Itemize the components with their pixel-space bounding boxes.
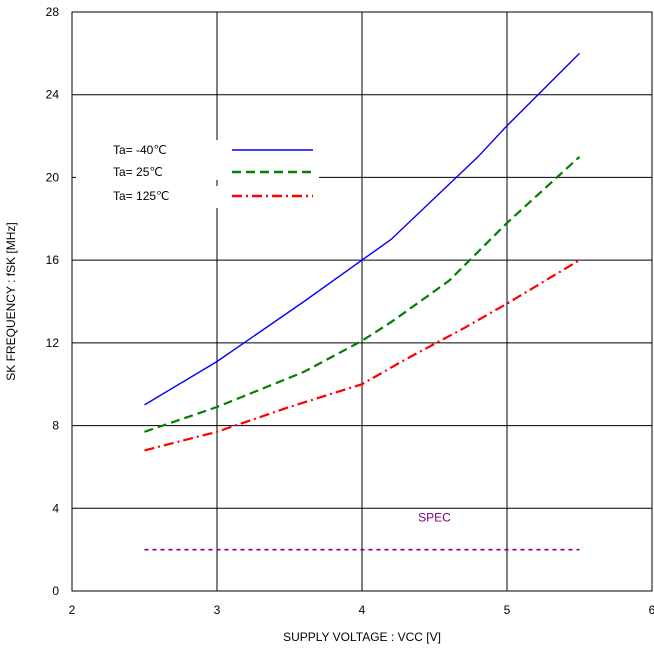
spec-label: SPEC (418, 511, 451, 525)
legend-background (76, 138, 214, 208)
grid (72, 12, 652, 591)
y-tick-label: 8 (52, 419, 59, 433)
series-group (144, 52, 581, 452)
legend-label-2: Ta= 25℃ (113, 165, 163, 179)
legend-label-3: Ta= 125℃ (113, 189, 170, 203)
y-tick-label: 0 (52, 584, 59, 598)
y-tick-label: 24 (46, 88, 60, 102)
spec-group: SPEC (144, 511, 580, 551)
series-line-1 (144, 52, 580, 406)
y-tick-label: 12 (46, 336, 60, 350)
x-tick-label: 4 (359, 603, 366, 617)
x-axis-label: SUPPLY VOLTAGE : VCC [V] (283, 630, 441, 644)
legend-label-1: Ta= -40℃ (113, 143, 167, 157)
series-line-3 (144, 259, 581, 452)
x-tick-label: 5 (504, 603, 511, 617)
x-tick-label: 2 (69, 603, 76, 617)
x-tick-label: 3 (214, 603, 221, 617)
y-tick-label: 16 (46, 253, 60, 267)
legend: Ta= -40℃ Ta= 25℃ Ta= 125℃ (76, 138, 319, 208)
y-tick-label: 28 (46, 5, 60, 19)
series-line-2 (144, 155, 581, 433)
plot-area-frame (71, 11, 653, 592)
y-tick-label: 4 (52, 501, 59, 515)
y-axis-label: SK FREQUENCY : fSK [MHz] (4, 222, 18, 380)
x-tick-label: 6 (649, 603, 654, 617)
y-tick-label: 20 (46, 170, 60, 184)
tick-labels: 2 3 4 5 6 0 4 8 12 16 20 24 28 (46, 5, 654, 617)
legend-background (214, 140, 319, 180)
